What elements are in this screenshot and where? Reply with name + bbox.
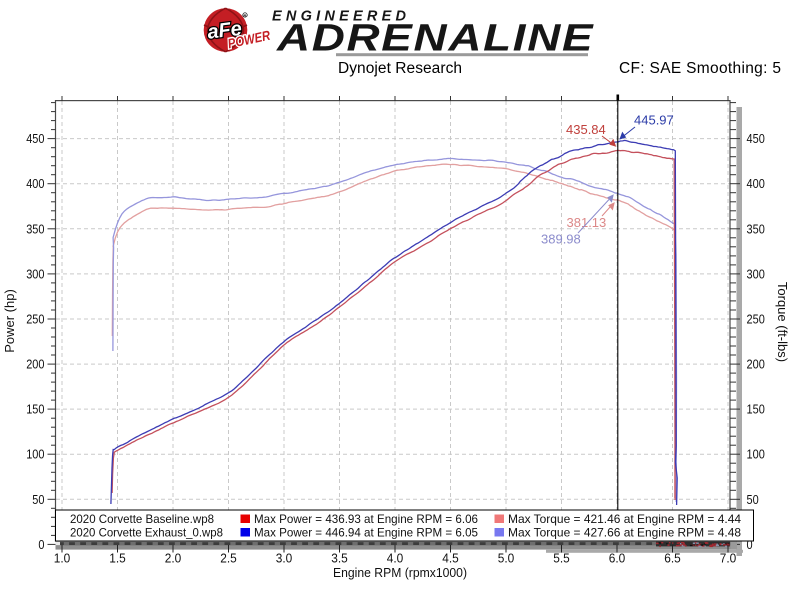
svg-text:2.5: 2.5: [220, 551, 237, 566]
svg-text:435.84: 435.84: [566, 122, 606, 137]
svg-text:389.98: 389.98: [541, 232, 581, 247]
svg-text:4.5: 4.5: [442, 551, 459, 566]
svg-text:3.0: 3.0: [276, 551, 293, 566]
svg-text:400: 400: [747, 176, 765, 191]
svg-text:Dynojet Research: Dynojet Research: [338, 60, 462, 77]
svg-text:2020 Corvette Baseline.wp8: 2020 Corvette Baseline.wp8: [70, 512, 214, 526]
svg-text:Power (hp): Power (hp): [2, 289, 17, 353]
svg-text:0: 0: [38, 537, 44, 552]
svg-text:1.5: 1.5: [109, 551, 126, 566]
svg-text:50: 50: [747, 492, 759, 507]
svg-text:300: 300: [747, 266, 765, 281]
svg-text:300: 300: [26, 266, 44, 281]
svg-text:350: 350: [747, 221, 765, 236]
svg-text:150: 150: [26, 402, 44, 417]
svg-text:250: 250: [747, 312, 765, 327]
svg-text:Max Power = 446.94 at Engine R: Max Power = 446.94 at Engine RPM = 6.05: [254, 526, 478, 540]
svg-text:200: 200: [26, 357, 44, 372]
svg-text:200: 200: [747, 357, 765, 372]
svg-text:445.97: 445.97: [634, 113, 674, 128]
svg-text:100: 100: [747, 447, 765, 462]
svg-text:aFe: aFe: [206, 18, 243, 44]
svg-text:Max Power = 436.93 at Engine R: Max Power = 436.93 at Engine RPM = 6.06: [254, 512, 478, 526]
svg-text:4.0: 4.0: [387, 551, 404, 566]
svg-text:400: 400: [26, 176, 44, 191]
svg-text:350: 350: [26, 221, 44, 236]
svg-text:5.0: 5.0: [498, 551, 515, 566]
svg-text:R: R: [244, 13, 247, 18]
svg-text:381.13: 381.13: [567, 215, 607, 230]
svg-text:1.0: 1.0: [54, 551, 71, 566]
svg-text:0: 0: [747, 537, 753, 552]
svg-text:2020 Corvette Exhaust_0.wp8: 2020 Corvette Exhaust_0.wp8: [70, 526, 223, 540]
svg-text:150: 150: [747, 402, 765, 417]
svg-text:CF: SAE Smoothing: 5: CF: SAE Smoothing: 5: [619, 60, 781, 77]
svg-text:ADRENALINE: ADRENALINE: [276, 16, 595, 59]
svg-text:Max Torque = 421.46 at Engine: Max Torque = 421.46 at Engine RPM = 4.44: [508, 512, 741, 526]
svg-text:2.0: 2.0: [165, 551, 182, 566]
svg-text:ENGINEERED: ENGINEERED: [272, 9, 407, 25]
svg-text:5.5: 5.5: [553, 551, 570, 566]
svg-text:250: 250: [26, 312, 44, 327]
svg-text:6.0: 6.0: [609, 551, 626, 566]
svg-text:100: 100: [26, 447, 44, 462]
svg-text:450: 450: [747, 131, 765, 146]
svg-text:6.5: 6.5: [664, 551, 681, 566]
svg-text:3.5: 3.5: [331, 551, 348, 566]
svg-text:Max Torque = 427.66 at Engine: Max Torque = 427.66 at Engine RPM = 4.48: [508, 526, 741, 540]
svg-text:Engine RPM (rpmx1000): Engine RPM (rpmx1000): [333, 565, 467, 580]
svg-text:Torque (ft-lbs): Torque (ft-lbs): [775, 282, 790, 362]
svg-text:450: 450: [26, 131, 44, 146]
svg-text:7.0: 7.0: [720, 551, 737, 566]
svg-text:50: 50: [32, 492, 44, 507]
